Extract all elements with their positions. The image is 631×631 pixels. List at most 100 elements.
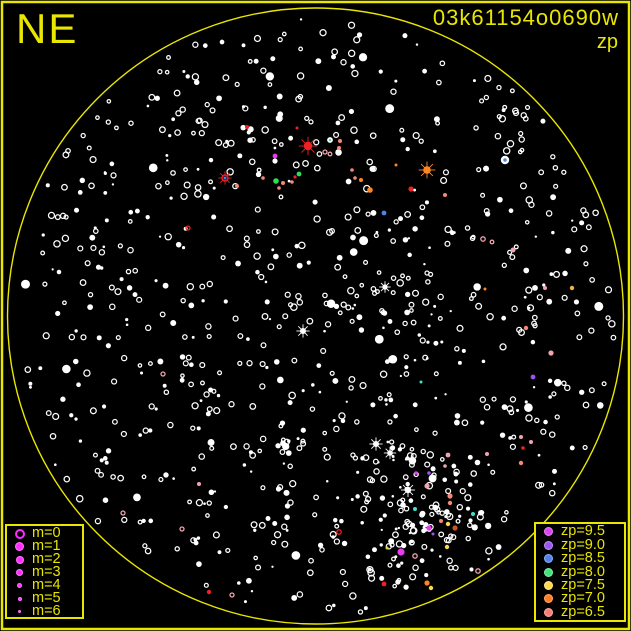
star-dot — [453, 419, 460, 426]
star-ring — [347, 21, 356, 29]
star-ring — [148, 93, 156, 101]
star-ring — [380, 309, 386, 316]
star-ring — [300, 438, 306, 444]
star-dot — [449, 309, 452, 313]
star-dot — [356, 32, 363, 38]
star-ring — [127, 246, 134, 254]
star-ring — [77, 245, 84, 252]
star-ring — [509, 254, 516, 261]
star-dot — [430, 466, 436, 472]
zeropoint-legend: zp=9.5 zp=9.0 zp=8.5 zp=8.0 zp=7.5 zp=7.0 zp=6… — [534, 522, 626, 622]
star-colored-ring — [160, 371, 166, 377]
star-ring — [295, 95, 303, 103]
star-dot — [166, 159, 169, 162]
star-dot — [501, 315, 507, 321]
star-dot — [473, 283, 481, 291]
star-ring — [398, 507, 404, 514]
star-ring — [354, 227, 362, 234]
star-ring — [215, 139, 223, 147]
star-ring — [324, 321, 332, 328]
star-colored-dot — [569, 285, 575, 291]
star-ring — [376, 270, 382, 275]
star-dot — [208, 157, 214, 163]
star-dot — [540, 118, 546, 124]
star-ring — [553, 183, 559, 189]
star-dot — [87, 304, 94, 311]
star-colored-dot — [337, 146, 341, 150]
star-ring — [588, 387, 595, 394]
star-ring — [121, 516, 128, 524]
star-ring — [367, 569, 375, 577]
star-ring — [108, 284, 115, 291]
star-ring — [444, 225, 452, 234]
star-ring — [392, 583, 398, 589]
star-colored-dot — [439, 519, 443, 523]
star-dot — [154, 95, 160, 101]
legend-marker-cell — [536, 594, 561, 604]
star-dot — [484, 211, 491, 217]
star-dot — [387, 319, 393, 324]
star-dot — [21, 279, 30, 289]
star-dot — [246, 337, 250, 341]
star-dot — [524, 400, 528, 404]
star-dot — [471, 524, 478, 531]
star-dot — [332, 419, 336, 423]
star-colored-dot — [521, 446, 525, 450]
legend-marker-dot — [544, 527, 553, 537]
star-ring — [480, 192, 486, 198]
star-dot — [109, 161, 115, 167]
star-dot — [404, 309, 410, 316]
star-ring — [468, 296, 474, 302]
star-ring — [511, 305, 518, 312]
star-ring — [444, 240, 451, 247]
star-ring — [68, 333, 76, 341]
star-ring — [437, 316, 443, 322]
star-dot — [102, 456, 108, 461]
star-ring — [173, 89, 181, 97]
legend-marker-dot — [15, 542, 24, 551]
legend-marker-dot — [544, 607, 553, 617]
star-ring — [186, 282, 195, 291]
star-colored-dot — [272, 158, 278, 164]
star-ring — [518, 329, 525, 336]
star-colored-dot — [293, 175, 297, 179]
star-ring — [402, 320, 408, 327]
star-ring — [89, 407, 97, 415]
star-dot — [349, 248, 358, 256]
star-ring — [259, 383, 266, 390]
star-ring — [439, 457, 445, 462]
star-ring — [291, 357, 298, 364]
star-ring — [379, 370, 388, 379]
star-ring — [253, 34, 262, 43]
star-ring — [445, 487, 452, 495]
star-ring — [209, 445, 215, 451]
star-ring — [185, 354, 192, 361]
star-ring — [174, 546, 180, 552]
star-dot — [237, 153, 243, 159]
star-dot — [275, 443, 281, 449]
star-ring — [552, 270, 561, 278]
star-dot — [369, 165, 376, 172]
star-dot — [394, 527, 398, 531]
star-dot — [141, 518, 146, 524]
star-dot — [263, 105, 267, 110]
star-ring — [261, 313, 269, 320]
legend-label: m=2 — [32, 551, 61, 567]
star-dot — [353, 303, 357, 307]
star-ring — [86, 145, 92, 151]
star-ring — [366, 476, 374, 483]
star-colored-dot — [426, 525, 432, 531]
star-colored-dot — [367, 187, 373, 193]
star-ring — [399, 443, 406, 449]
star-colored-dot — [445, 521, 451, 527]
star-ring — [363, 259, 369, 265]
star-dot — [388, 354, 398, 364]
star-colored-dot — [428, 585, 434, 591]
star-ring — [350, 452, 356, 458]
star-dot — [134, 208, 140, 214]
star-dot — [336, 254, 343, 261]
star-ring — [473, 125, 479, 131]
star-dot — [170, 319, 177, 326]
star-ring — [561, 380, 567, 387]
star-ring — [496, 84, 502, 91]
